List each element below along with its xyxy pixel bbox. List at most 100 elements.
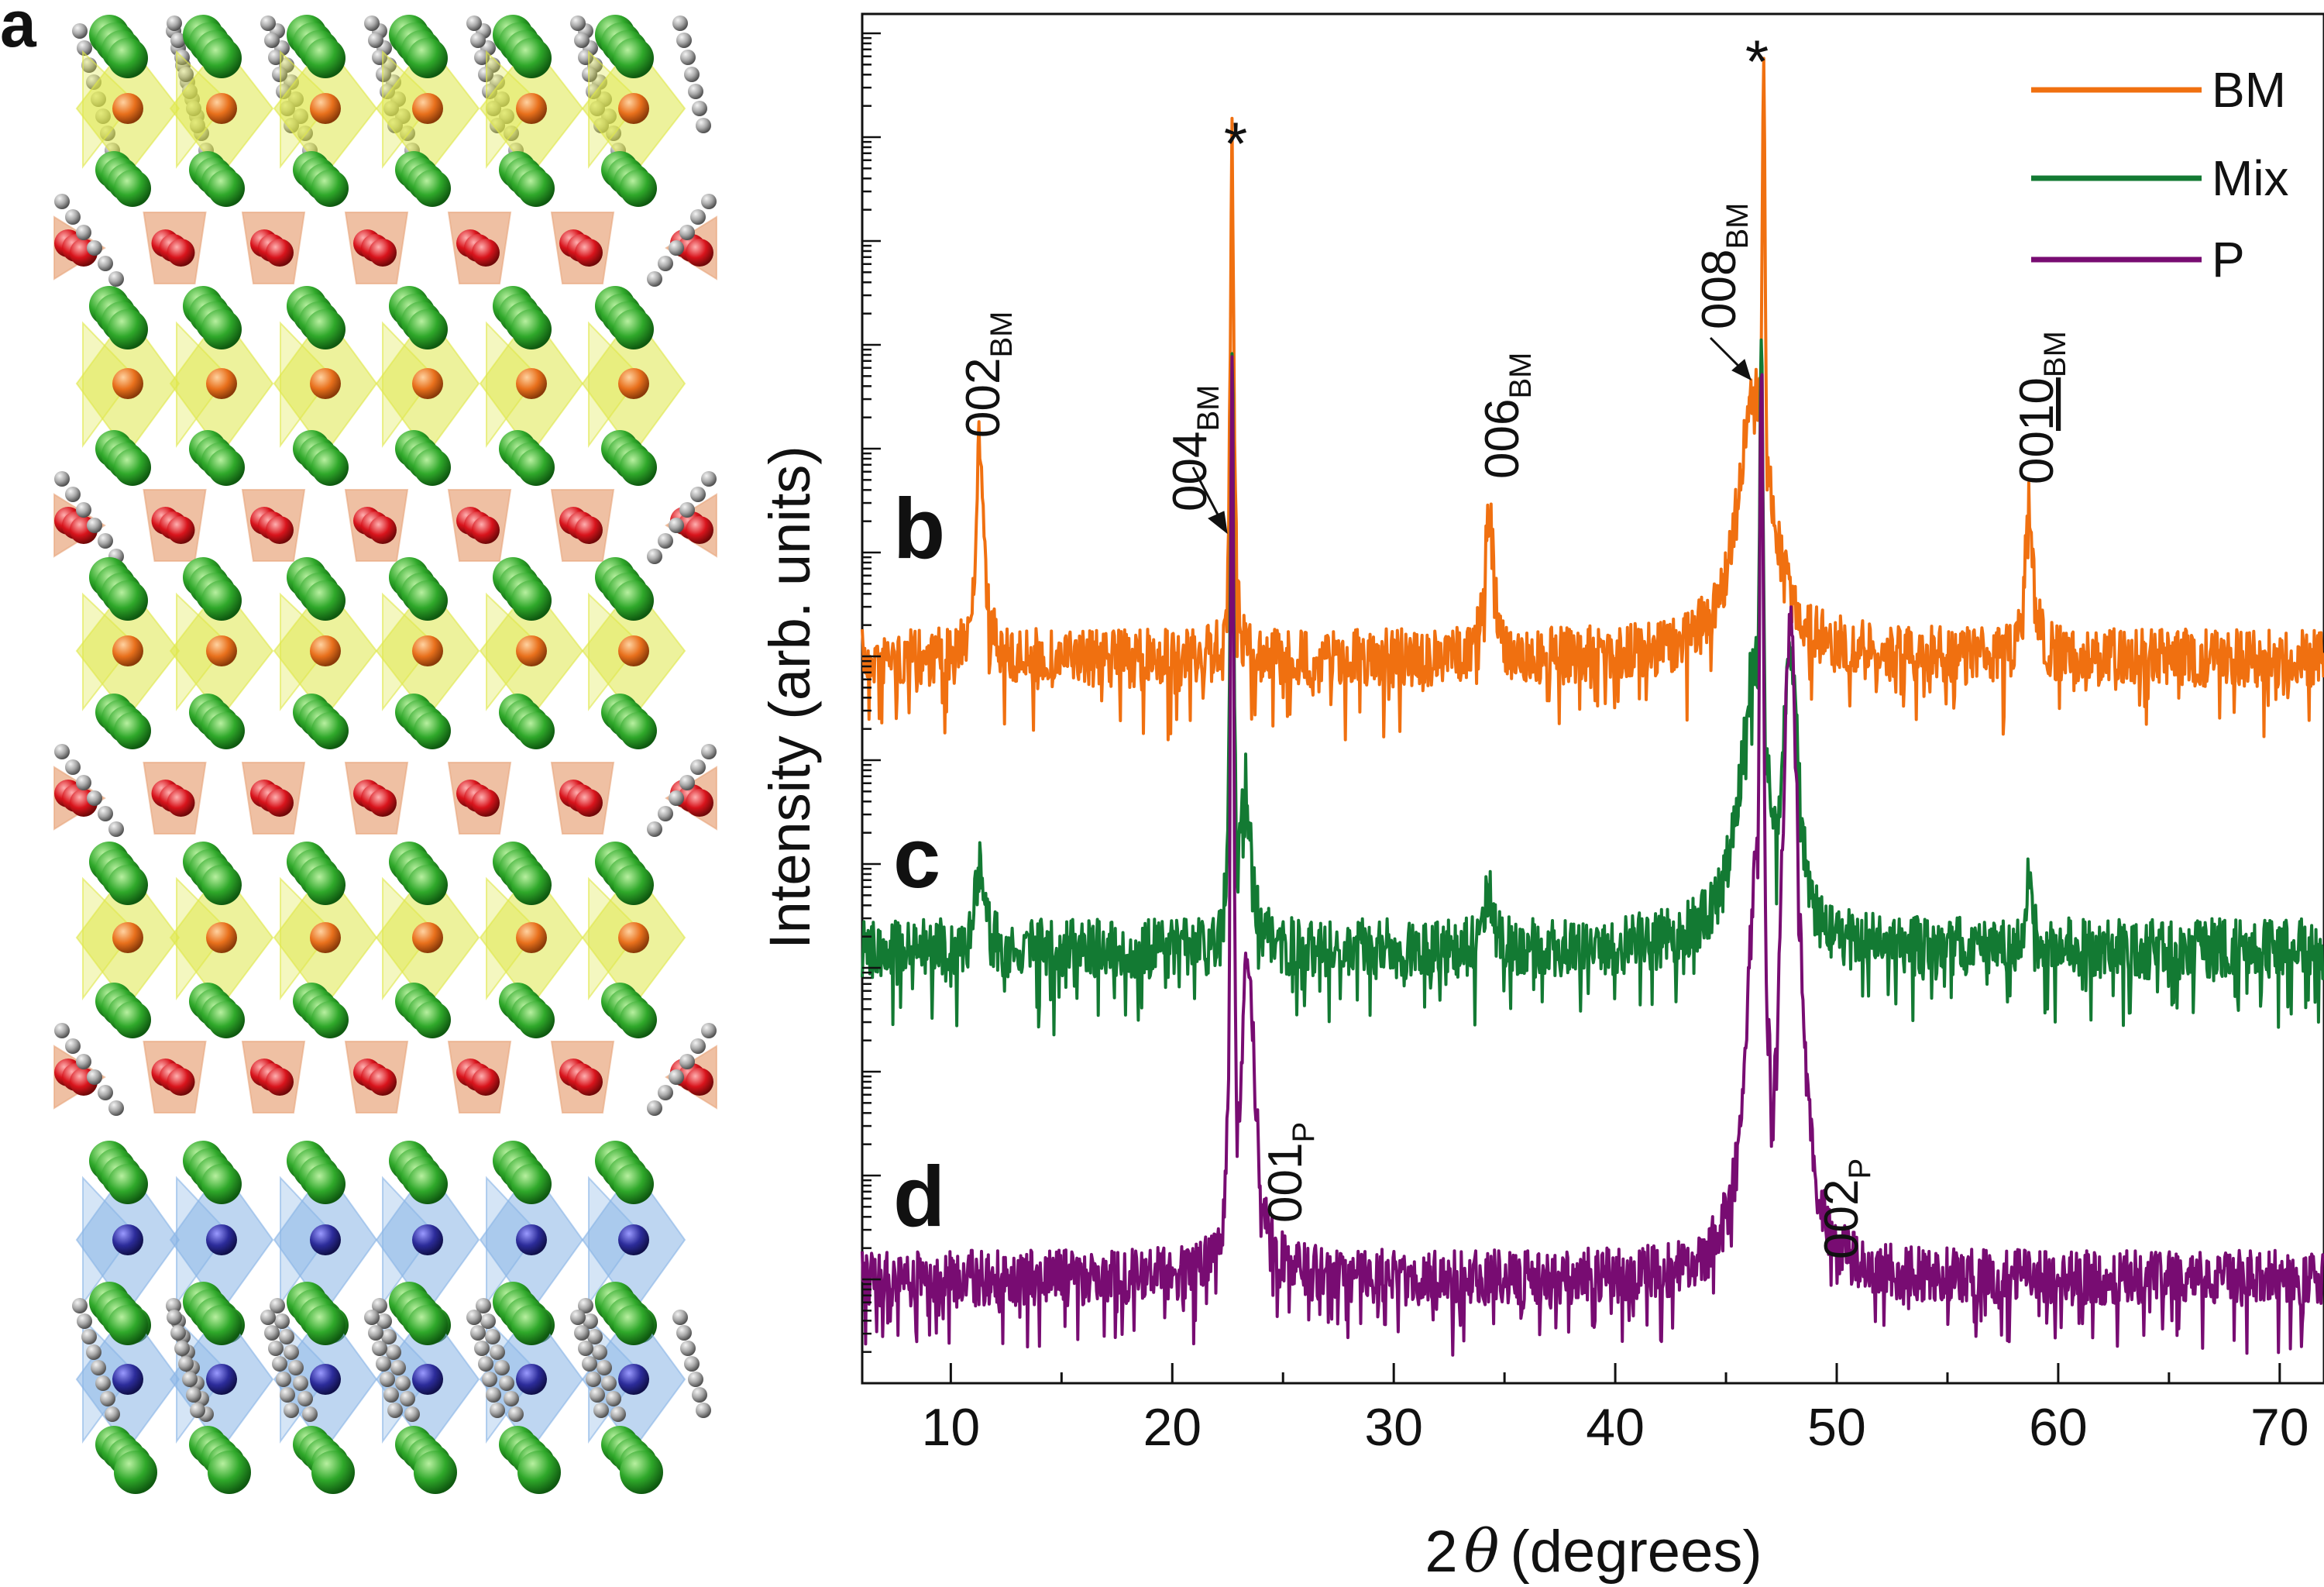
peak-label-0010bm-base: 00 [2010,431,2064,484]
red-atom [472,1068,500,1096]
svg-text:008BM: 008BM [1693,203,1755,329]
grey-atom [679,225,695,240]
grey-atom [669,240,684,256]
green-atom [305,38,346,78]
green-atom [311,712,349,749]
green-atom [620,1001,657,1038]
grey-atom [570,1310,586,1325]
panel-letter-d: d [893,1149,945,1244]
grey-atom [98,806,113,821]
legend-label-mix: Mix [2212,150,2289,206]
yellow-center-atom [618,368,649,399]
grey-atom [596,1360,612,1375]
grey-atom [610,1406,626,1422]
peak-label-002bm-sub: BM [985,312,1019,358]
blue-center-atom [206,1224,237,1255]
green-atom [201,38,242,78]
red-atom [686,516,713,544]
star-marker-008: * [1745,27,1769,95]
grey-atom [86,1344,101,1360]
red-atom [266,789,294,817]
red-atom [266,516,294,544]
blue-center-atom [618,1364,649,1395]
red-atom [686,789,713,817]
green-atom [311,1451,355,1494]
grey-atom [672,1310,688,1325]
grey-atom [167,15,182,31]
blue-center-atom [618,1224,649,1255]
grey-atom [658,1085,673,1100]
grey-atom [279,1329,294,1344]
grey-atom [178,1356,194,1372]
green-atom [305,1164,346,1204]
x-tick-label: 70 [2250,1398,2309,1457]
peak-label-008bm-base: 008 [1693,250,1746,329]
grey-atom [98,533,113,549]
green-atom [208,1001,245,1038]
grey-atom [658,533,673,549]
green-atom [305,309,346,349]
yellow-octahedron-face [82,876,136,1000]
grey-atom [54,744,70,759]
grey-atom [395,1375,411,1391]
grey-atom [376,1356,391,1372]
blue-center-atom [206,1364,237,1395]
green-atom [517,712,555,749]
yellow-octahedron-face [382,876,435,1000]
yellow-center-atom [310,922,341,953]
grey-atom [586,1372,601,1387]
grey-atom [381,1329,397,1344]
grey-atom [478,1356,493,1372]
yellow-octahedron-face [382,592,435,711]
legend: BM Mix P [2031,62,2289,287]
green-atom [614,38,654,78]
blue-center-atom [516,1364,547,1395]
grey-atom [679,1054,695,1069]
x-tick-label: 10 [922,1398,981,1457]
grey-atom [578,1341,593,1356]
green-atom [108,1305,148,1345]
green-atom [208,449,245,486]
grey-atom [582,1356,597,1372]
yellow-center-atom [618,922,649,953]
red-atom [686,239,713,267]
grey-atom [466,1310,482,1325]
red-atom [369,239,397,267]
x-tick-label: 40 [1586,1398,1645,1457]
green-atom [620,712,657,749]
grey-atom [676,1325,692,1341]
green-atom [407,309,448,349]
peak-label-002bm: 002BM [957,312,1019,438]
plot-frame [861,12,2324,1385]
grey-atom [380,1372,395,1387]
grey-atom [688,84,703,99]
green-atom [114,1001,151,1038]
grey-atom [676,33,692,48]
grey-atom [264,1325,280,1341]
x-tick-label: 20 [1143,1398,1202,1457]
peak-label-006bm: 006BM [1476,353,1538,479]
grey-atom [166,1298,181,1313]
x-axis-title: 2 θ (degrees) [1425,1516,1762,1585]
grey-atom [293,1375,308,1391]
green-atom [517,449,555,486]
red-atom [472,239,500,267]
peak-label-001p-sub: P [1287,1122,1321,1143]
red-atom [472,516,500,544]
grey-atom [280,1387,295,1403]
panel-letter-b: b [893,481,945,577]
green-atom [114,1451,157,1494]
red-atom [266,239,294,267]
yellow-octahedron-face [588,321,641,449]
x-tick-label: 50 [1807,1398,1866,1457]
green-atom [517,170,555,207]
grey-atom [54,1023,70,1038]
yellow-octahedron-face [486,50,539,169]
green-atom [108,38,148,78]
grey-atom [486,1387,501,1403]
star-marker-004: * [1224,109,1247,177]
grey-atom [372,1341,387,1356]
red-atom [575,239,603,267]
grey-atom [578,1298,593,1313]
